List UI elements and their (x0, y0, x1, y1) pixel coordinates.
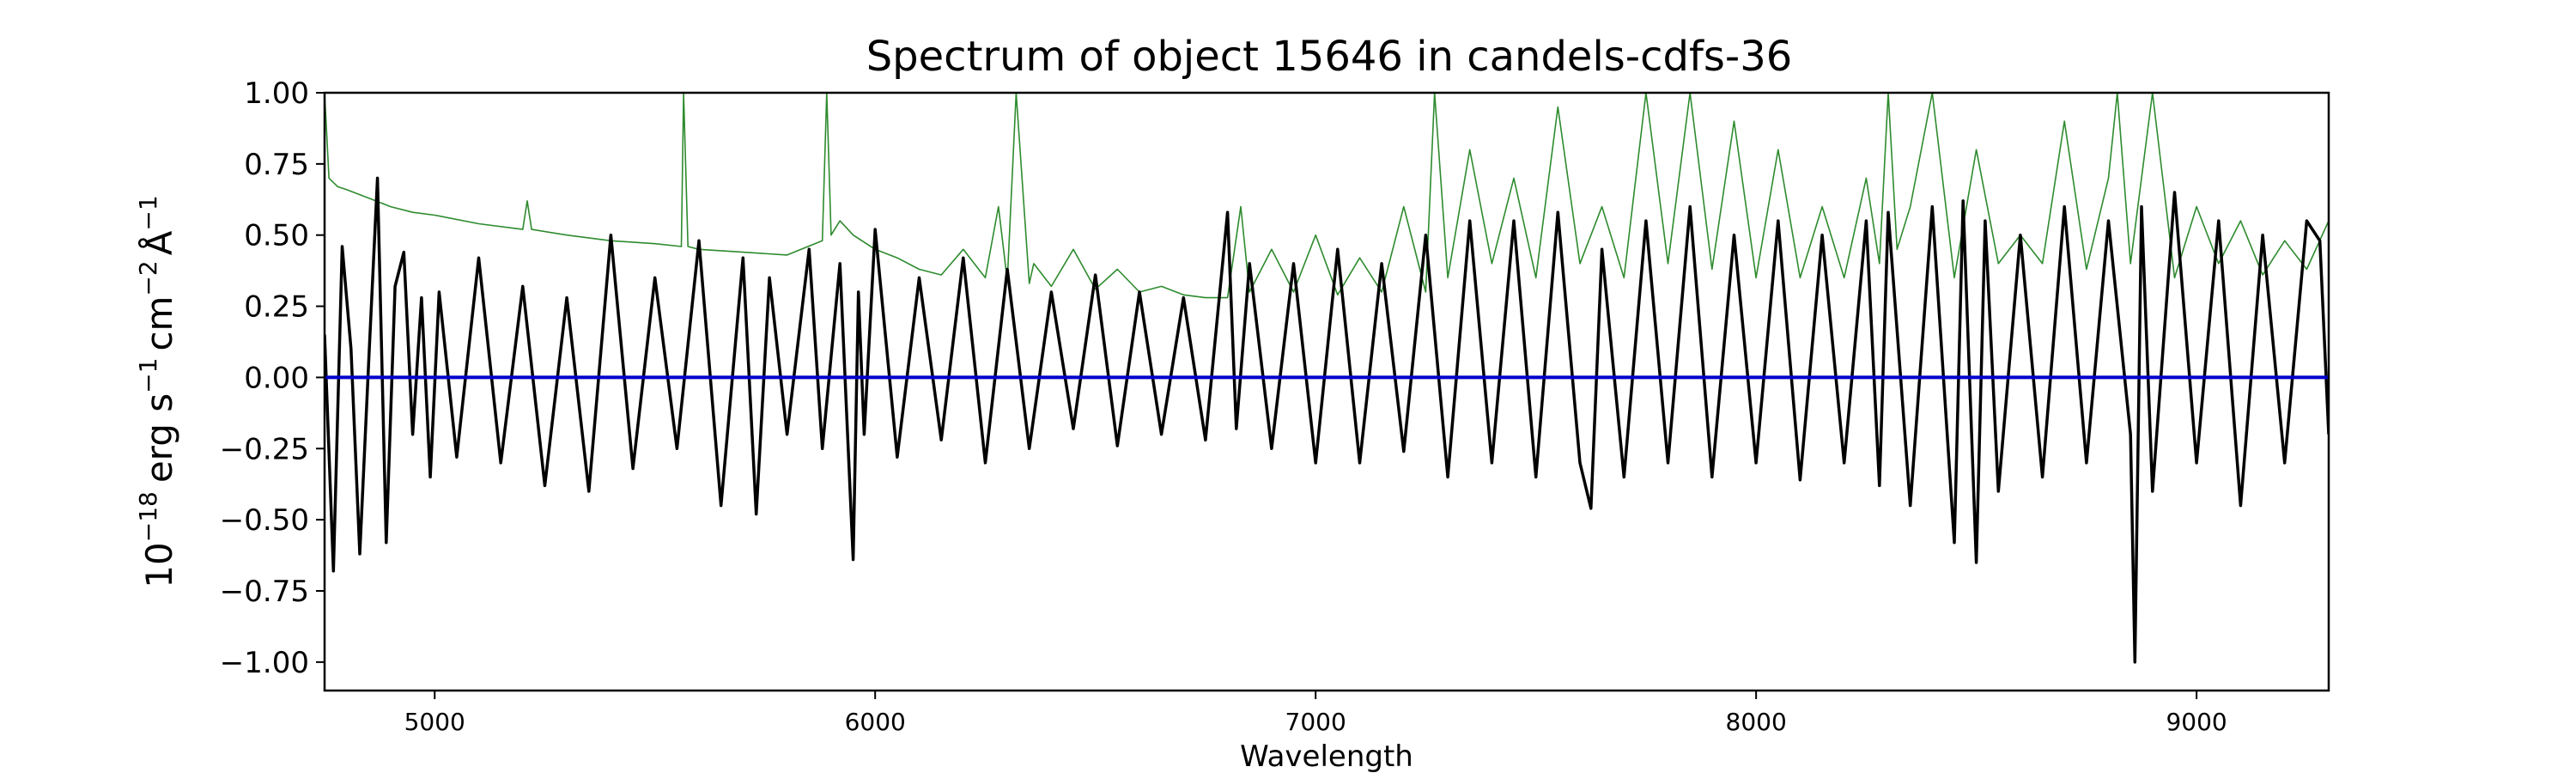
y-tick-label: −0.25 (220, 432, 309, 466)
chart-title: Spectrum of object 15646 in candels-cdfs… (866, 33, 1793, 81)
y-tick-label: −1.00 (220, 646, 309, 680)
x-axis: 5000 6000 7000 8000 9000 (404, 691, 2227, 736)
y-label-exp1: −1 (134, 358, 162, 393)
x-tick-label: 6000 (845, 708, 906, 736)
error-series-line (325, 93, 2329, 299)
y-axis-label: 10−18erg s−1cm−2Å−1 (134, 195, 180, 587)
y-tick-label: 1.00 (244, 76, 309, 111)
y-label-base: 10 (138, 542, 180, 587)
y-label-exp: −18 (134, 491, 162, 542)
x-tick-label: 5000 (404, 708, 465, 736)
series-layer (325, 93, 2329, 664)
y-tick-label: 0.75 (244, 148, 309, 182)
plot-area (323, 91, 2330, 692)
flux-series-line (325, 176, 2329, 664)
y-label-units: erg s (138, 393, 180, 483)
x-tick-label: 9000 (2166, 708, 2227, 736)
y-label-angstrom: Å (137, 230, 180, 255)
y-tick-label: 0.00 (244, 361, 309, 395)
y-tick-label: −0.50 (220, 503, 309, 538)
x-tick-label: 7000 (1285, 708, 1346, 736)
x-tick-label: 8000 (1726, 708, 1787, 736)
y-tick-label: −0.75 (220, 575, 309, 609)
y-tick-label: 0.25 (244, 290, 309, 325)
y-axis: 1.00 0.75 0.50 0.25 0.00 −0.25 −0.50 −0.75 −1.00 (220, 76, 325, 680)
y-tick-label: 0.50 (244, 219, 309, 253)
plot-frame (323, 91, 2330, 692)
y-label-cm: cm (138, 296, 180, 351)
x-axis-label: Wavelength (1240, 740, 1413, 773)
y-label-exp2: −2 (134, 260, 162, 295)
y-label-exp3: −1 (134, 195, 162, 230)
